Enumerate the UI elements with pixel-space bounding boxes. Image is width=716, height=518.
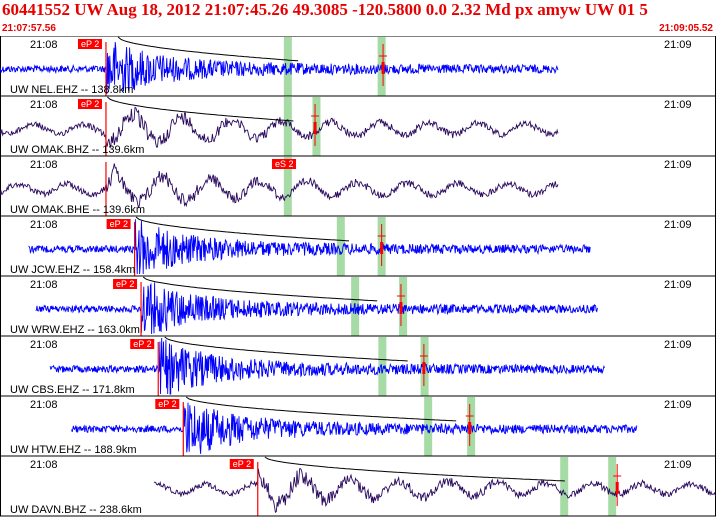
time-window-bar xyxy=(378,337,387,396)
start-time-label: 21:07:57.56 xyxy=(2,23,56,34)
time-window-bar xyxy=(608,457,617,516)
amplitude-pick-bar xyxy=(615,482,619,494)
time-label-left: 21:08 xyxy=(30,279,58,291)
time-window-bar xyxy=(283,97,292,156)
event-title: 60441552 UW Aug 18, 2012 21:07:45.26 49.… xyxy=(2,0,648,19)
pick-flag-label: eP 2 xyxy=(110,219,128,229)
time-label-right: 21:09 xyxy=(664,159,692,171)
time-label-right: 21:09 xyxy=(664,99,692,111)
time-label-right: 21:09 xyxy=(664,399,692,411)
time-label-left: 21:08 xyxy=(30,99,58,111)
pick-flag[interactable] xyxy=(229,459,254,469)
amplitude-pick-bar xyxy=(468,422,472,434)
coda-envelope-line xyxy=(117,36,299,62)
time-window-bar xyxy=(283,37,292,96)
coda-envelope-line xyxy=(264,456,565,482)
pick-flag[interactable] xyxy=(77,39,102,49)
station-label: UW WRW.EHZ -- 163.0km xyxy=(10,324,140,336)
waveform-trace[interactable] xyxy=(71,402,638,454)
station-label: UW NEL.EHZ -- 138.8km xyxy=(10,84,133,96)
time-label-left: 21:08 xyxy=(30,339,58,351)
time-label-left: 21:08 xyxy=(30,459,58,471)
pick-flag-label: eP 2 xyxy=(81,39,99,49)
waveform-trace[interactable] xyxy=(0,106,559,148)
time-label-left: 21:08 xyxy=(30,39,58,51)
waveform-trace[interactable] xyxy=(0,41,559,95)
record-header: 60441552 UW Aug 18, 2012 21:07:45.26 49.… xyxy=(0,0,716,36)
pick-flag[interactable] xyxy=(113,279,138,289)
seismogram-panel[interactable]: 21:08 21:09 eP 2 UW NEL.EHZ -- 138.8km 21:08… xyxy=(0,36,716,518)
coda-envelope-line xyxy=(142,276,378,302)
time-label-right: 21:09 xyxy=(664,459,692,471)
time-label-right: 21:09 xyxy=(664,339,692,351)
pick-flag-label: eP 2 xyxy=(233,459,251,469)
pick-flag[interactable] xyxy=(106,219,131,229)
pick-flag[interactable] xyxy=(130,339,155,349)
coda-envelope-line xyxy=(107,96,294,122)
pick-flag-label: eP 2 xyxy=(116,279,134,289)
station-label: UW HTW.EHZ -- 188.9km xyxy=(10,444,137,456)
time-window-bar xyxy=(336,217,345,276)
time-label-right: 21:09 xyxy=(664,279,692,291)
station-label: UW OMAK.BHE -- 139.6km xyxy=(10,204,145,216)
amplitude-pick-bar xyxy=(313,122,317,134)
waveform-trace[interactable] xyxy=(153,468,716,513)
end-time-label: 21:09:05.52 xyxy=(659,23,713,34)
waveform-trace[interactable] xyxy=(0,163,559,209)
station-label: UW JCW.EHZ -- 158.4km xyxy=(10,264,135,276)
time-label-left: 21:08 xyxy=(30,159,58,171)
waveform-trace[interactable] xyxy=(28,219,591,275)
time-window-bar xyxy=(283,157,292,216)
coda-envelope-line xyxy=(135,216,350,242)
station-label: UW CBS.EHZ -- 171.8km xyxy=(10,384,135,396)
time-window-bar xyxy=(560,457,569,516)
coda-envelope-line xyxy=(164,336,408,362)
amplitude-pick-bar xyxy=(422,362,426,374)
amplitude-pick-bar xyxy=(399,302,403,314)
pick-flag-label: eP 2 xyxy=(81,99,99,109)
coda-envelope-line xyxy=(185,396,457,422)
time-label-left: 21:08 xyxy=(30,399,58,411)
pick-flag[interactable] xyxy=(77,99,102,109)
waveform-trace[interactable] xyxy=(35,282,598,335)
time-label-right: 21:09 xyxy=(664,39,692,51)
pick-flag[interactable] xyxy=(271,159,296,169)
time-label-left: 21:08 xyxy=(30,219,58,231)
waveform-trace[interactable] xyxy=(49,337,605,395)
station-label: UW DAVN.BHZ -- 238.6km xyxy=(10,504,142,516)
pick-flag[interactable] xyxy=(155,399,180,409)
pick-flag-label: eP 2 xyxy=(133,339,151,349)
time-label-right: 21:09 xyxy=(664,219,692,231)
station-label: UW OMAK.BHZ -- 139.6km xyxy=(10,144,144,156)
pick-flag-label: eP 2 xyxy=(158,399,176,409)
time-window-bar xyxy=(424,397,433,456)
amplitude-pick-bar xyxy=(381,62,385,74)
pick-flag-label: eS 2 xyxy=(275,159,294,169)
amplitude-pick-bar xyxy=(380,242,384,254)
